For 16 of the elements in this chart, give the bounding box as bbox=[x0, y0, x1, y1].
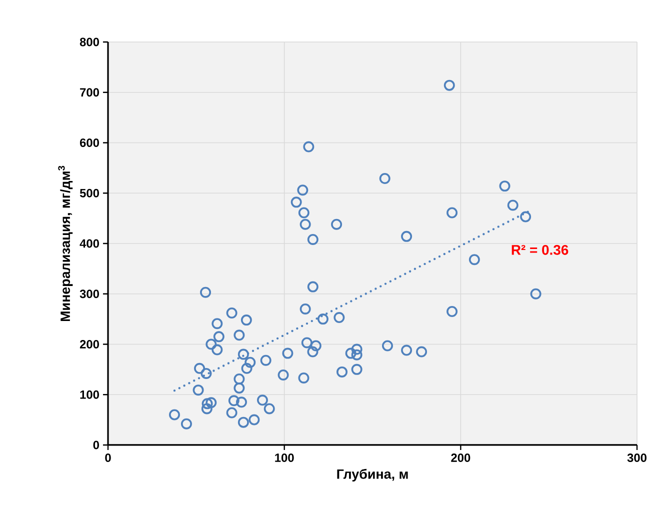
y-axis-title: Минерализация, мг/дм$^{3}$ bbox=[58, 166, 73, 322]
x-axis-title: Глубина, м bbox=[337, 468, 408, 482]
x-tick-label: 300 bbox=[627, 454, 646, 462]
x-tick-label: 200 bbox=[451, 454, 470, 462]
y-tick-label: 500 bbox=[80, 188, 99, 198]
y-tick-label: 200 bbox=[80, 340, 99, 348]
y-tick-label: 100 bbox=[80, 390, 99, 399]
x-tick-label: 0 bbox=[105, 454, 111, 462]
y-tick-label: 0 bbox=[93, 440, 99, 450]
y-tick-label: 700 bbox=[80, 88, 99, 97]
y-tick-label: 800 bbox=[80, 38, 99, 46]
y-tick-label: 400 bbox=[80, 239, 99, 248]
y-tick-label: 600 bbox=[80, 138, 99, 147]
x-tick-label: 100 bbox=[275, 454, 294, 462]
annotation: R² = 0.36 bbox=[512, 244, 568, 255]
y-tick-label: 300 bbox=[80, 290, 99, 298]
